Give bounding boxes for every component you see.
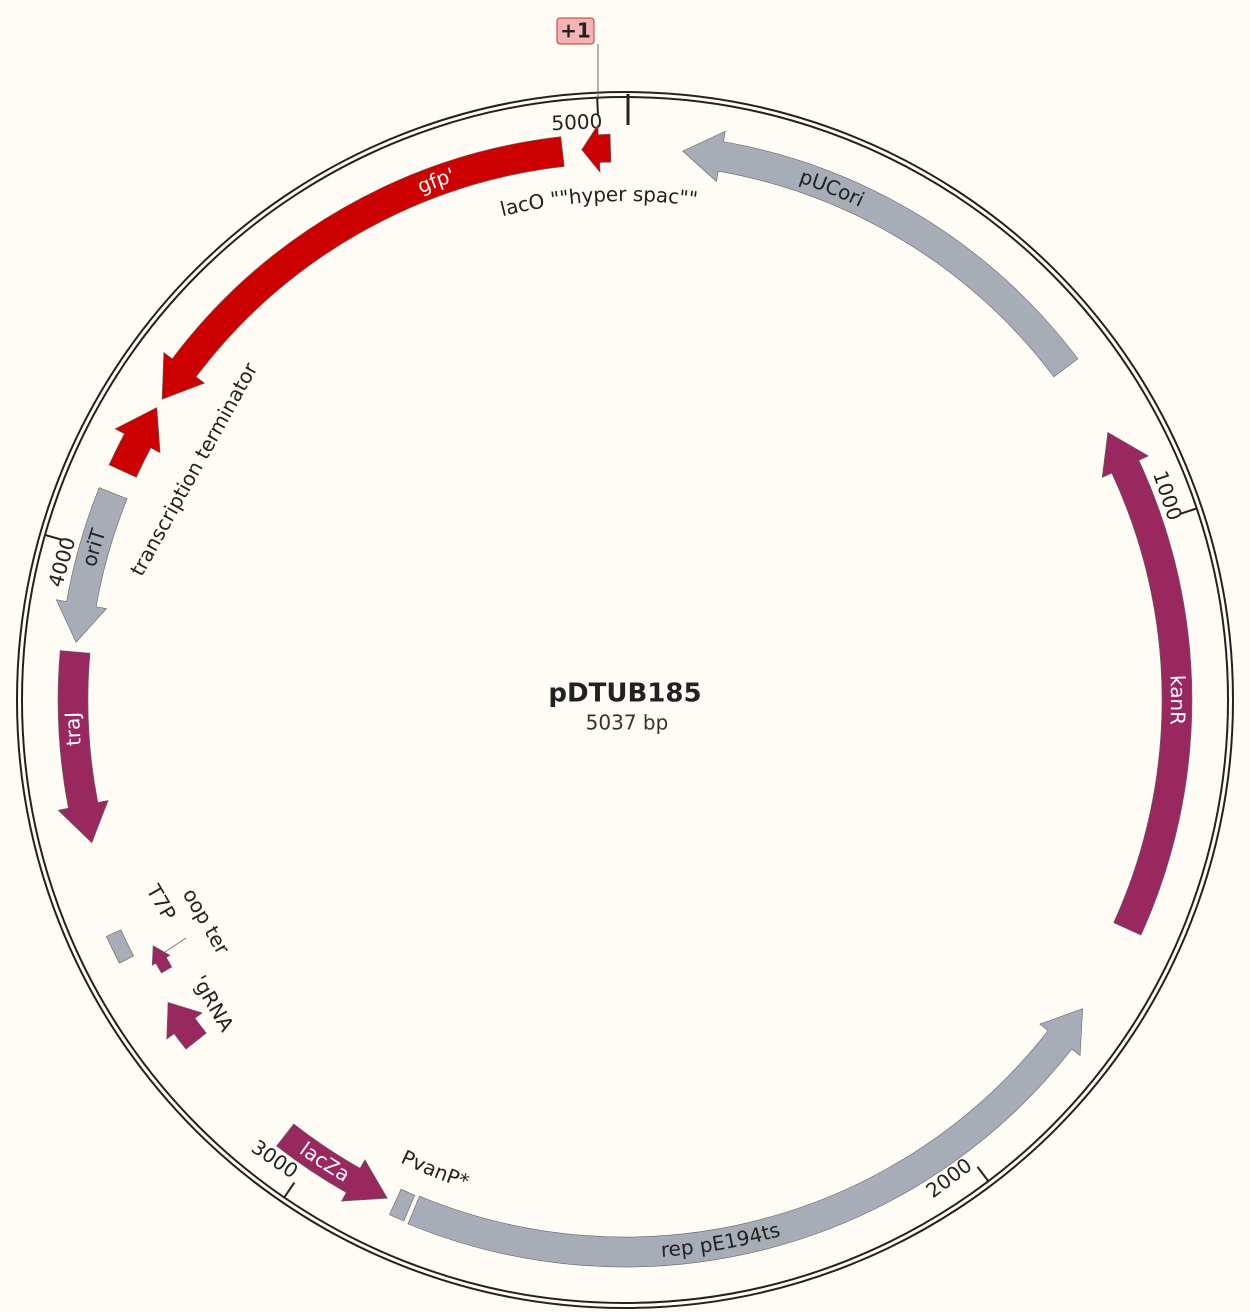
feature-label-path: kanR [1166,675,1191,726]
map-title: pDTUB185 [548,679,701,709]
tick [596,97,600,116]
tick [44,533,63,541]
feature [105,929,135,964]
feature [161,136,565,400]
tick [976,1166,990,1182]
feature [682,130,1079,378]
feature [581,123,612,174]
feature [57,650,109,844]
origin-label: +1 [560,19,591,43]
tick [283,1182,296,1199]
feature-label-path: traJ [60,712,86,747]
feature [276,1123,388,1202]
feature [1101,431,1193,936]
feature-label: kanR [1166,675,1191,726]
tick [1179,507,1198,516]
feature [388,1188,416,1222]
feature-label: traJ [60,712,86,747]
feature [55,487,128,643]
feature [151,945,173,974]
t7p-leader [164,937,187,953]
map-length: 5037 bp [586,711,669,735]
backbone-outer [16,91,1234,1309]
origin-box [556,17,595,45]
feature [108,407,161,478]
feature [166,1002,207,1050]
feature [407,1008,1083,1268]
backbone-inner [21,96,1229,1304]
